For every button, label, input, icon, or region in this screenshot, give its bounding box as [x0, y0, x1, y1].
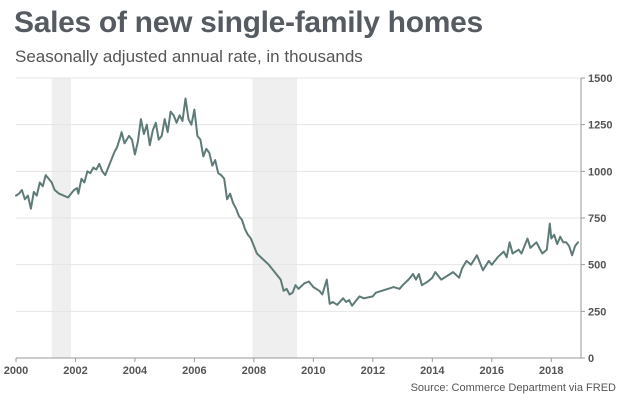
x-tick-label-2018: 2018	[539, 365, 563, 377]
y-tick-label-0: 0	[588, 353, 594, 365]
x-tick-label-2008: 2008	[242, 365, 266, 377]
y-axis-ticks: 0 250 500 750 1000 1250 1500	[581, 73, 612, 365]
series-layer	[15, 97, 579, 307]
x-tick-label-2004: 2004	[123, 365, 148, 377]
y-tick-label-250: 250	[588, 306, 606, 318]
chart-title: Sales of new single-family homes	[14, 6, 483, 39]
x-tick-label-2012: 2012	[361, 365, 385, 377]
source-note: Source: Commerce Department via FRED	[410, 382, 616, 394]
x-tick-label-2014: 2014	[420, 365, 445, 377]
x-tick-label-2000: 2000	[4, 365, 28, 377]
x-tick-label-2010: 2010	[301, 365, 325, 377]
x-tick-label-2002: 2002	[63, 365, 87, 377]
y-tick-label-1250: 1250	[588, 120, 612, 132]
y-tick-label-1000: 1000	[588, 166, 612, 178]
x-tick-label-2016: 2016	[480, 365, 504, 377]
x-axis-ticks: 2000 2002 2004 2006 2008 2010 2012 2014 2016 2018	[4, 358, 564, 377]
series-line-0	[15, 97, 579, 307]
chart-subtitle: Seasonally adjusted annual rate, in thou…	[15, 47, 363, 66]
y-tick-label-750: 750	[588, 213, 606, 225]
y-tick-label-500: 500	[588, 260, 606, 272]
x-tick-label-2006: 2006	[182, 365, 206, 377]
gridlines	[16, 77, 581, 312]
y-tick-label-1500: 1500	[588, 73, 612, 85]
